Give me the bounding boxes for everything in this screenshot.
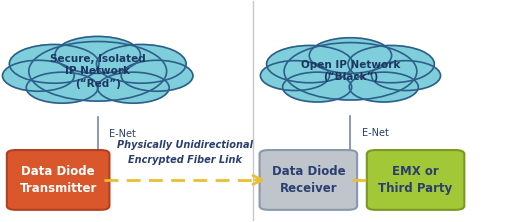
Circle shape (121, 60, 193, 91)
Circle shape (372, 61, 440, 91)
Circle shape (283, 72, 352, 102)
Circle shape (29, 42, 166, 101)
Text: Physically Unidirectional: Physically Unidirectional (117, 140, 252, 150)
Text: Receiver: Receiver (280, 182, 337, 195)
Text: IP Network: IP Network (65, 66, 130, 76)
Circle shape (3, 60, 74, 91)
Circle shape (309, 38, 392, 73)
FancyBboxPatch shape (260, 150, 357, 210)
Circle shape (267, 46, 353, 83)
Circle shape (97, 72, 169, 103)
Text: (“Black”): (“Black”) (323, 72, 378, 82)
Text: Data Diode: Data Diode (271, 165, 345, 178)
Circle shape (96, 44, 186, 83)
Text: EMX or: EMX or (392, 165, 439, 178)
Circle shape (348, 46, 434, 83)
Text: Open IP Network: Open IP Network (301, 60, 400, 70)
Text: E-Net: E-Net (361, 128, 389, 138)
Text: Data Diode: Data Diode (22, 165, 95, 178)
Circle shape (261, 61, 329, 91)
Circle shape (349, 72, 418, 102)
Circle shape (284, 43, 417, 100)
Circle shape (55, 36, 140, 73)
Text: Transmitter: Transmitter (19, 182, 97, 195)
Circle shape (9, 44, 99, 83)
Text: E-Net: E-Net (109, 129, 136, 139)
FancyBboxPatch shape (367, 150, 464, 210)
Text: Encrypted Fiber Link: Encrypted Fiber Link (127, 155, 242, 165)
Text: Secure, Isolated: Secure, Isolated (50, 54, 145, 64)
Text: Third Party: Third Party (378, 182, 453, 195)
FancyBboxPatch shape (7, 150, 110, 210)
Text: (“Red”): (“Red”) (75, 79, 121, 89)
Circle shape (26, 72, 98, 103)
